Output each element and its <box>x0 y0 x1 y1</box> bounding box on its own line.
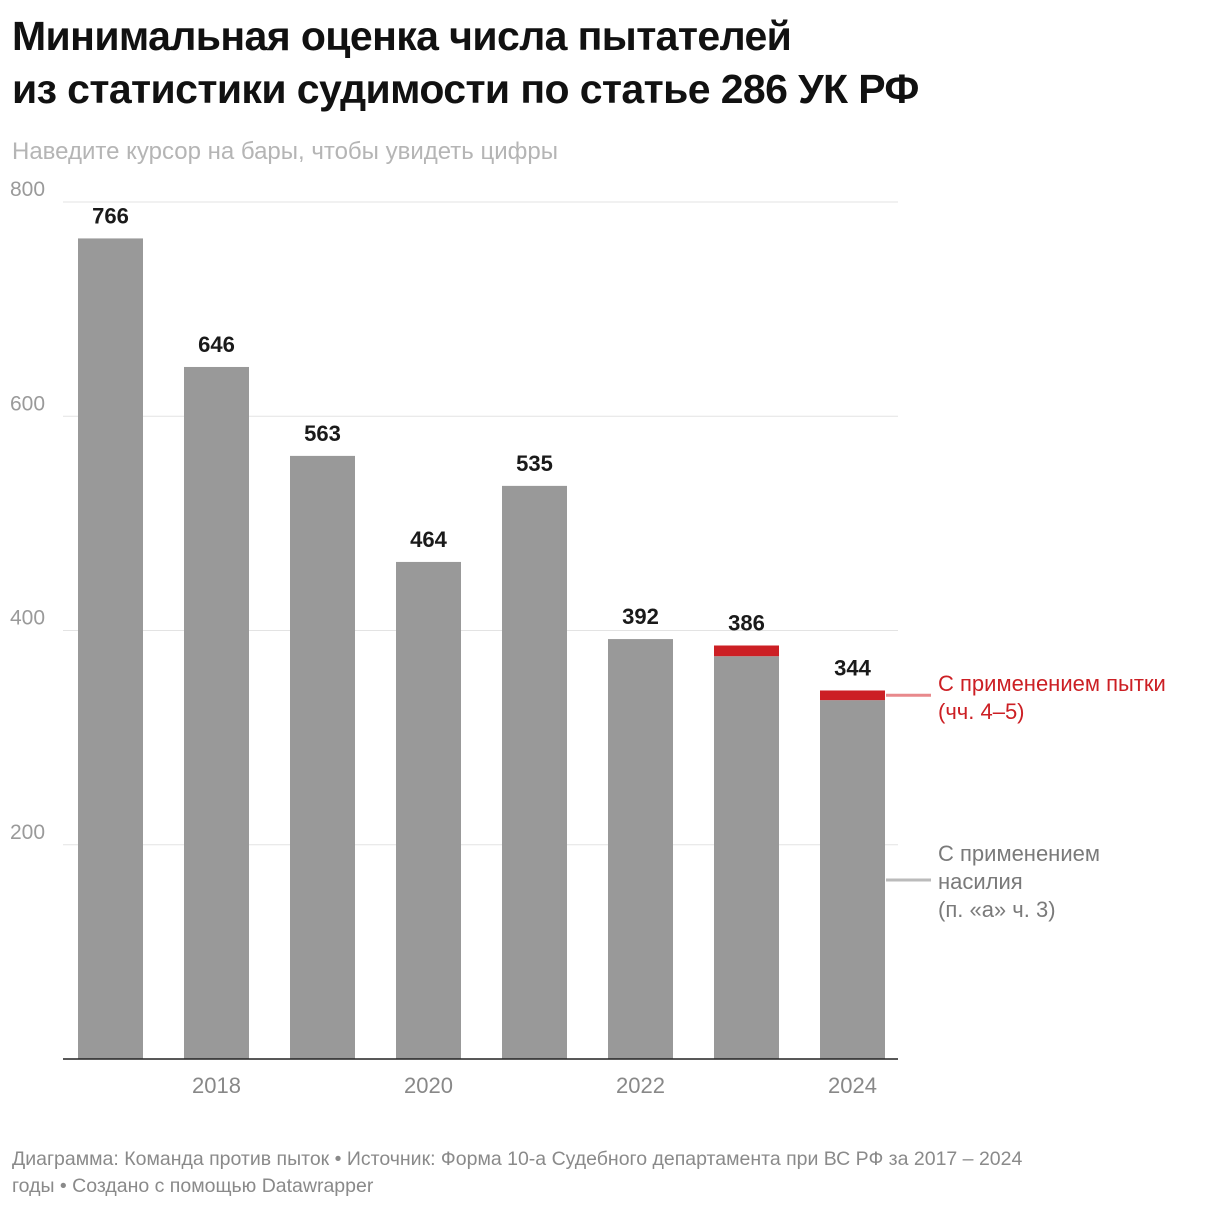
bar-violence-2022 <box>608 639 673 1059</box>
y-tick-label-800: 800 <box>10 178 45 201</box>
value-label-2023: 386 <box>728 610 765 635</box>
y-tick-label-200: 200 <box>10 821 45 844</box>
x-tick-label-2024: 2024 <box>828 1073 877 1098</box>
chart-subtitle: Наведите курсор на бары, чтобы увидеть ц… <box>12 138 558 165</box>
x-tick-label-2018: 2018 <box>192 1073 241 1098</box>
bar-violence-2024 <box>820 700 885 1059</box>
x-tick-label-2020: 2020 <box>404 1073 453 1098</box>
value-label-2020: 464 <box>410 527 447 552</box>
bar-violence-2021 <box>502 485 567 1060</box>
legend-label-torture-line-1: С применением пытки <box>938 671 1166 696</box>
y-tick-label-400: 400 <box>10 607 45 630</box>
value-label-2022: 392 <box>622 604 659 629</box>
legend-label-violence-line-1: С применением <box>938 841 1100 866</box>
value-label-2017: 766 <box>92 203 129 228</box>
x-tick-label-2022: 2022 <box>616 1073 665 1098</box>
chart-title: Минимальная оценка числа пытателей из ст… <box>12 10 1192 116</box>
legend-label-violence-line-2: насилия <box>938 869 1023 894</box>
bar-torture-2024 <box>820 690 885 701</box>
footer-credits-line-1: Диаграмма: Команда против пыток • Источн… <box>12 1148 1023 1170</box>
legend-label-torture-line-2: (чч. 4–5) <box>938 699 1025 724</box>
bar-torture-2023 <box>714 645 779 657</box>
chart-title-line-2: из статистики судимости по статье 286 УК… <box>12 66 919 112</box>
bar-violence-2019 <box>290 455 355 1060</box>
value-label-2019: 563 <box>304 421 341 446</box>
bar-violence-2023 <box>714 656 779 1059</box>
footer-credits-line-2: годы • Создано с помощью Datawrapper <box>12 1175 374 1197</box>
legend-label-violence-line-3: (п. «а» ч. 3) <box>938 897 1056 922</box>
y-tick-label-600: 600 <box>10 392 45 415</box>
bar-violence-2018 <box>184 366 249 1059</box>
bar-violence-2017 <box>78 238 143 1060</box>
value-label-2018: 646 <box>198 332 235 357</box>
value-label-2024: 344 <box>834 655 871 680</box>
bar-violence-2020 <box>396 561 461 1059</box>
chart-title-line-1: Минимальная оценка числа пытателей <box>12 13 792 59</box>
chart-footer: Диаграмма: Команда против пыток • Источн… <box>12 1146 1192 1200</box>
value-label-2021: 535 <box>516 451 553 476</box>
stacked-bar-chart: 200 400 600 800 766 646 563 464 535 392 386 344 2018… <box>10 178 1166 1098</box>
